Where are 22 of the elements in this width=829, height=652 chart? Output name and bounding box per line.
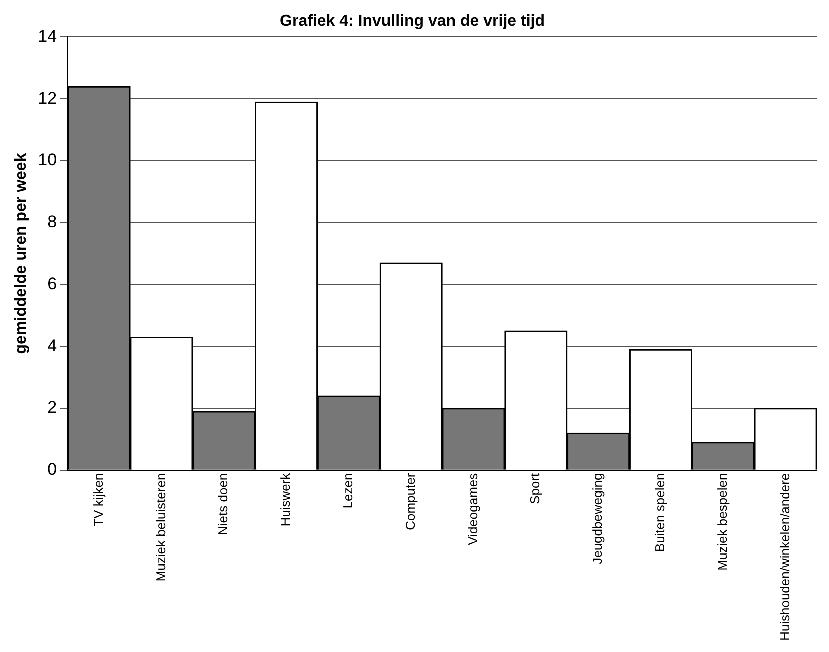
x-tick-label: Huiswerk — [278, 472, 294, 527]
x-tick-label: Muziek beluisteren — [153, 473, 168, 582]
x-tick-label: Sport — [528, 472, 543, 504]
y-tick-label: 12 — [38, 88, 58, 108]
y-tick-label: 2 — [48, 398, 58, 418]
y-tick-label: 8 — [48, 212, 58, 232]
x-tick-label: TV kijken — [90, 473, 106, 527]
y-tick-label: 10 — [38, 150, 58, 170]
x-tick-label: Computer — [402, 472, 418, 530]
x-tick-label: Niets doen — [216, 473, 231, 536]
chart-title: Grafiek 4: Invulling van de vrije tijd — [280, 13, 545, 30]
x-tick-label: Lezen — [340, 473, 356, 509]
x-tick-label: Buiten spelen — [652, 473, 668, 552]
x-tick-label: Videogames — [465, 472, 480, 546]
x-tick-label: Huishouden/winkelen/andere — [777, 473, 792, 642]
y-tick-label: 14 — [38, 26, 58, 46]
y-axis-title: gemiddelde uren per week — [13, 153, 30, 354]
y-tick-label: 4 — [48, 336, 58, 356]
y-tick-label: 0 — [48, 460, 58, 480]
x-tick-label: Jeugdbeweging — [590, 473, 606, 564]
x-tick-label: Muziek bespelen — [714, 473, 730, 571]
y-tick-label: 6 — [48, 274, 58, 294]
